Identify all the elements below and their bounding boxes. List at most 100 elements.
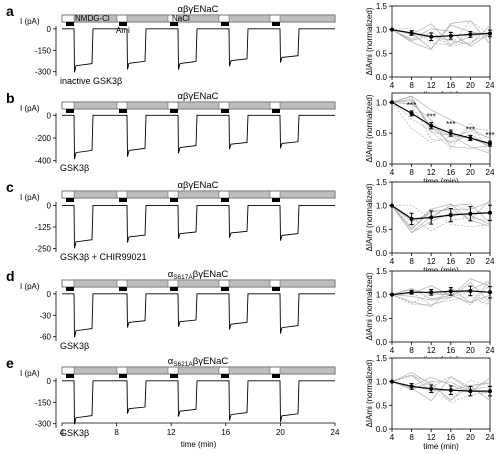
trace-ytick-label: 0 [47,111,52,120]
amiloride-marker [272,287,280,291]
trace-ytick-label: -30 [39,311,51,320]
summary-xtick-label: 16 [446,168,455,177]
individual-trace [391,101,491,142]
summary-xtick-label: 12 [427,433,436,442]
summary-xtick-label: 4 [390,81,395,90]
summary-xtick-label: 20 [466,346,475,355]
individual-trace [391,20,491,46]
mean-point [448,213,453,218]
summary-xtick-label: 8 [409,433,414,442]
mean-point [390,379,394,384]
mean-line [391,381,490,392]
summary-ytick-label: 0.0 [376,425,388,434]
summary-ytick-label: 1.0 [376,26,388,35]
summary-ytick-label: 0.0 [376,73,388,82]
nacl-segment [73,101,118,110]
amiloride-marker [66,374,74,378]
summary-xtick-label: 8 [409,346,414,355]
nacl-segment [279,366,336,375]
mean-point [448,289,453,294]
nacl-segment [228,14,271,23]
nacl-segment [126,279,169,288]
trace-ytick-label: 0 [47,201,52,210]
individual-trace [391,294,491,306]
summary-ytick-label: 0.5 [376,129,388,138]
trace-ytick-label: -125 [35,223,52,232]
individual-trace [391,23,491,46]
amiloride-marker [170,287,178,291]
summary-ylabel: ΔIAmi (normalized) [365,183,374,251]
amiloride-marker [170,198,178,202]
mean-point [429,290,434,295]
panel-label-b: b [6,90,15,106]
summary-ytick-label: 1.0 [376,378,388,387]
current-trace [62,380,335,425]
mean-point [468,136,473,141]
summary-ytick-label: 0.5 [376,314,388,323]
trace-ytick-label: -300 [35,420,52,429]
amiloride-marker [119,109,127,113]
significance-stars: *** [466,126,475,135]
current-trace [62,204,335,249]
mean-point [488,290,492,295]
individual-trace [391,25,491,45]
individual-trace [391,201,491,230]
time-axis-tick-label: 16 [221,428,230,437]
nacl-segment [177,14,220,23]
summary-xlabel: time (min) [423,442,459,451]
nmdg-label: NMDG-Cl [75,14,110,23]
amiloride-marker [221,109,229,113]
summary-ylabel: ΔIAmi (normalized) [365,94,374,162]
condition-label: inactive GSK3β [60,76,122,86]
amiloride-marker [119,198,127,202]
current-axis-label: I (pA) [20,17,40,26]
nacl-segment [73,279,118,288]
panel-a: a αβγENaC NMDG-Cl NaCl Ami I (pA) 0 -150 -300 ina… [6,2,495,99]
individual-trace [391,100,491,154]
summary-xtick-label: 4 [390,433,395,442]
amiloride-marker [119,374,127,378]
summary-xtick-label: 8 [409,257,414,266]
summary-xtick-label: 16 [446,81,455,90]
amiloride-marker [170,374,178,378]
current-trace [62,28,335,73]
summary-xtick-label: 4 [390,346,395,355]
individual-trace [391,204,491,220]
mean-point [448,131,453,136]
summary-xtick-label: 24 [486,257,495,266]
mean-line [391,205,491,220]
construct-alpha: α [168,356,174,367]
summary-xtick-label: 20 [466,168,475,177]
summary-ytick-label: 0.0 [376,338,388,347]
mean-point [409,384,414,389]
summary-xtick-label: 12 [427,257,436,266]
summary-ytick-label: 1.0 [376,202,388,211]
trace-ytick-label: -150 [35,46,52,55]
summary-ytick-label: 1.0 [376,98,388,107]
summary-ytick-label: 0.5 [376,49,388,58]
mean-point [448,388,453,393]
individual-trace [391,284,491,306]
summary-ytick-label: 0.5 [376,225,388,234]
amiloride-marker [66,109,74,113]
amiloride-marker [221,198,229,202]
construct-label: αS617AβγENaC [168,269,229,281]
individual-trace [391,372,491,401]
individual-trace [391,28,491,47]
time-axis-tick-label: 20 [276,428,285,437]
mean-point [409,290,414,295]
nacl-segment [126,101,169,110]
mean-point [468,211,473,216]
panel-label-c: c [6,179,14,195]
individual-trace [391,375,491,392]
construct-alpha: α [168,269,174,280]
construct-mutation: S617A [173,274,193,281]
summary-ytick-label: 1.5 [376,178,388,187]
ami-label: Ami [116,26,130,35]
time-axis-tick-label: 4 [60,428,65,437]
mean-point [409,111,414,116]
nacl-segment [228,190,271,199]
mean-point [429,215,434,220]
nacl-segment [228,101,271,110]
